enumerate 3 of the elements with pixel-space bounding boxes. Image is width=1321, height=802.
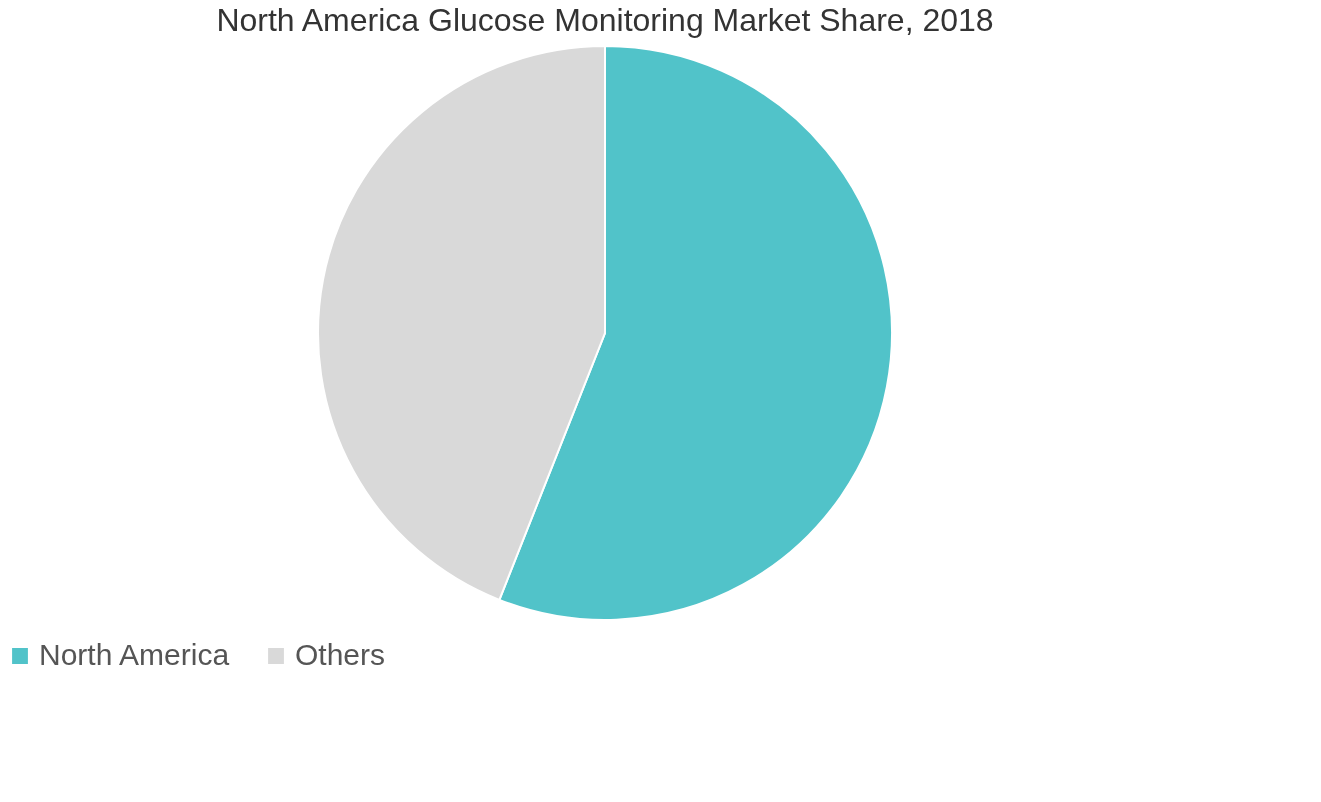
legend-label: North America — [39, 638, 230, 671]
chart-title: North America Glucose Monitoring Market Share, 2018 — [216, 2, 994, 38]
legend-label: Others — [295, 638, 386, 671]
